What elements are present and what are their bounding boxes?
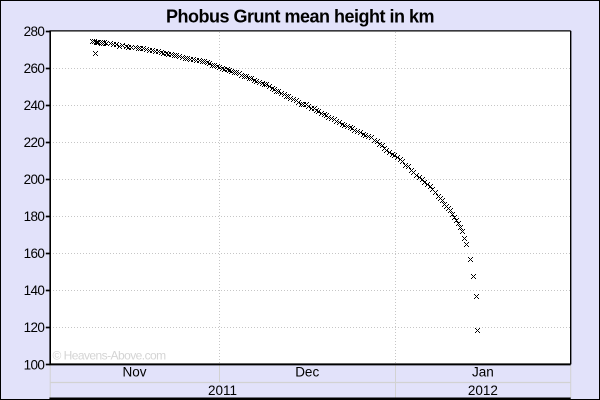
svg-text:280: 280 — [24, 24, 45, 39]
svg-text:Phobus Grunt mean height in km: Phobus Grunt mean height in km — [166, 7, 434, 27]
svg-text:Dec: Dec — [295, 365, 319, 380]
svg-text:Jan: Jan — [472, 365, 494, 380]
svg-text:2011: 2011 — [208, 383, 237, 398]
svg-text:200: 200 — [24, 172, 45, 187]
svg-text:260: 260 — [24, 61, 45, 76]
svg-text:2012: 2012 — [468, 383, 498, 398]
svg-text:140: 140 — [24, 283, 45, 298]
svg-text:120: 120 — [24, 320, 45, 335]
svg-text:220: 220 — [24, 135, 45, 150]
svg-text:100: 100 — [24, 357, 45, 372]
svg-text:240: 240 — [24, 98, 45, 113]
svg-text:180: 180 — [24, 209, 45, 224]
svg-text:160: 160 — [24, 246, 45, 261]
svg-text:Nov: Nov — [122, 365, 146, 380]
svg-text:© Heavens-Above.com: © Heavens-Above.com — [53, 349, 167, 363]
